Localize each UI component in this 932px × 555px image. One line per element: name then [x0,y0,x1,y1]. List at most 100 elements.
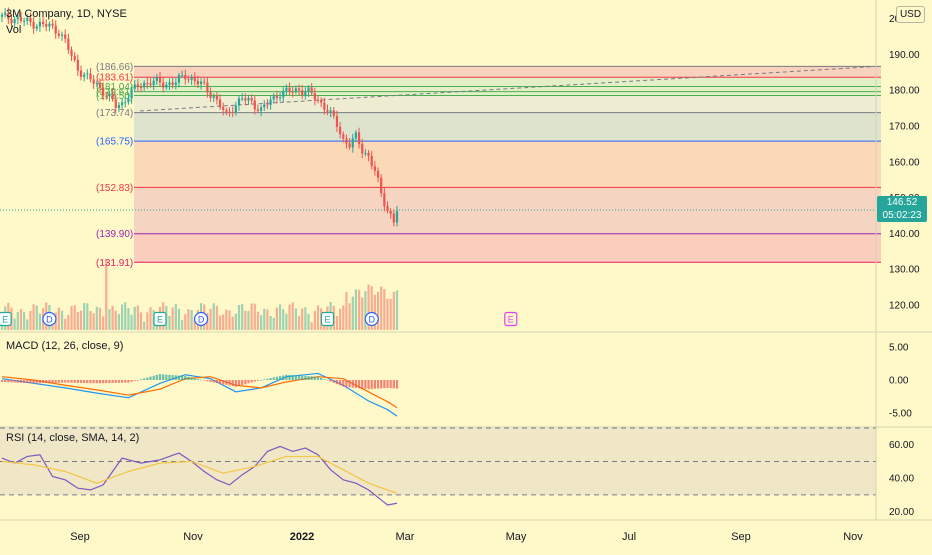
candle-body [146,82,149,84]
macd-histogram-bar [373,380,376,389]
price-axis-tick: 130.00 [889,265,920,276]
volume-bar [124,302,127,330]
candle-body [222,107,225,111]
trend-line [139,65,881,112]
volume-bar [143,321,146,330]
volume-bar [361,297,364,330]
candle-body [275,95,279,99]
macd-histogram-bar [32,380,35,384]
macd-histogram-bar [29,380,32,384]
currency-button[interactable]: USD [896,6,925,23]
volume-bar [76,311,79,330]
macd-histogram-bar [345,380,348,387]
macd-axis-tick: 0.00 [889,376,909,387]
volume-bar [380,286,383,330]
time-axis-tick: Nov [183,531,203,543]
candle-body [184,75,187,80]
volume-bar [250,303,253,330]
volume-bar [136,305,139,330]
price-axis-tick: 160.00 [889,157,920,168]
macd-line [1,372,398,417]
volume-bar [373,294,376,330]
macd-histogram-bar [361,380,364,389]
macd-histogram-bar [133,380,136,381]
macd-histogram-bar [108,380,111,384]
rsi-label: RSI (14, close, SMA, 14, 2) [6,432,140,444]
time-axis-tick: May [506,531,527,543]
macd-histogram-bar [339,380,342,386]
candle-body [187,79,190,81]
macd-histogram-bar [294,375,297,380]
volume-bar [35,305,38,330]
rsi-axis-tick: 60.00 [889,440,914,451]
candle-body [241,98,244,100]
volume-bar [345,292,348,330]
macd-histogram-bar [348,380,351,388]
macd-histogram-bar [102,380,105,384]
macd-histogram-bar [212,380,215,383]
candle-body [130,88,133,99]
macd-histogram-bar [35,380,38,384]
fib-band [134,112,881,142]
candle-body [395,211,399,223]
price-axis-tick: 170.00 [889,121,920,132]
candle-body [285,87,288,91]
volume-bar [383,289,386,330]
candle-body [143,82,146,88]
candle-body [136,84,139,88]
candle-body [120,102,124,106]
volume-bar [291,302,294,330]
volume-bar [218,315,222,330]
volume-bar [89,311,92,330]
macd-histogram-bar [383,380,386,389]
volume-bar [105,259,108,330]
macd-histogram-bar [209,380,212,382]
candle-body [215,96,218,100]
volume-bar [234,313,237,330]
time-axis-tick: Sep [70,531,90,543]
candle-body [278,97,282,99]
macd-histogram-bar [120,380,124,383]
volume-bar [133,306,136,330]
candle-body [203,81,206,83]
candle-body [326,109,329,112]
candle-body [73,55,76,60]
macd-label: MACD (12, 26, close, 9) [6,340,124,352]
volume-bar [285,313,288,330]
macd-histogram-bar [263,379,266,380]
fib-level-label: (152.83) [96,183,133,194]
macd-histogram-bar [256,380,260,381]
candle-body [41,21,45,25]
candle-body [253,100,256,110]
macd-histogram-bar [83,380,86,384]
price-axis-tick: 180.00 [889,86,920,97]
volume-bar [13,318,16,330]
macd-histogram-bar [354,380,358,388]
candle-body [124,102,127,104]
volume-bar [102,316,105,330]
candle-body [228,111,231,113]
candle-body [70,49,73,56]
price-axis-tick: 190.00 [889,50,920,61]
candle-body [339,126,342,135]
volume-bar [114,310,117,330]
macd-histogram-bar [335,380,339,385]
macd-histogram-bar [92,380,95,384]
macd-histogram-bar [4,380,7,383]
volume-bar [351,296,354,330]
fib-band [134,66,881,78]
macd-histogram-bar [395,380,399,389]
candle-body [92,79,95,84]
dividend-marker-label: D [368,315,375,325]
macd-histogram-bar [124,380,127,383]
symbol-title: 3M Company, 1D, NYSE [6,8,127,20]
macd-histogram-bar [149,376,152,380]
candle-body [301,90,304,96]
volume-bar [139,312,143,330]
candle-body [288,87,291,92]
rsi-axis-tick: 20.00 [889,507,914,518]
macd-histogram-bar [218,380,222,384]
volume-bar [92,313,95,330]
